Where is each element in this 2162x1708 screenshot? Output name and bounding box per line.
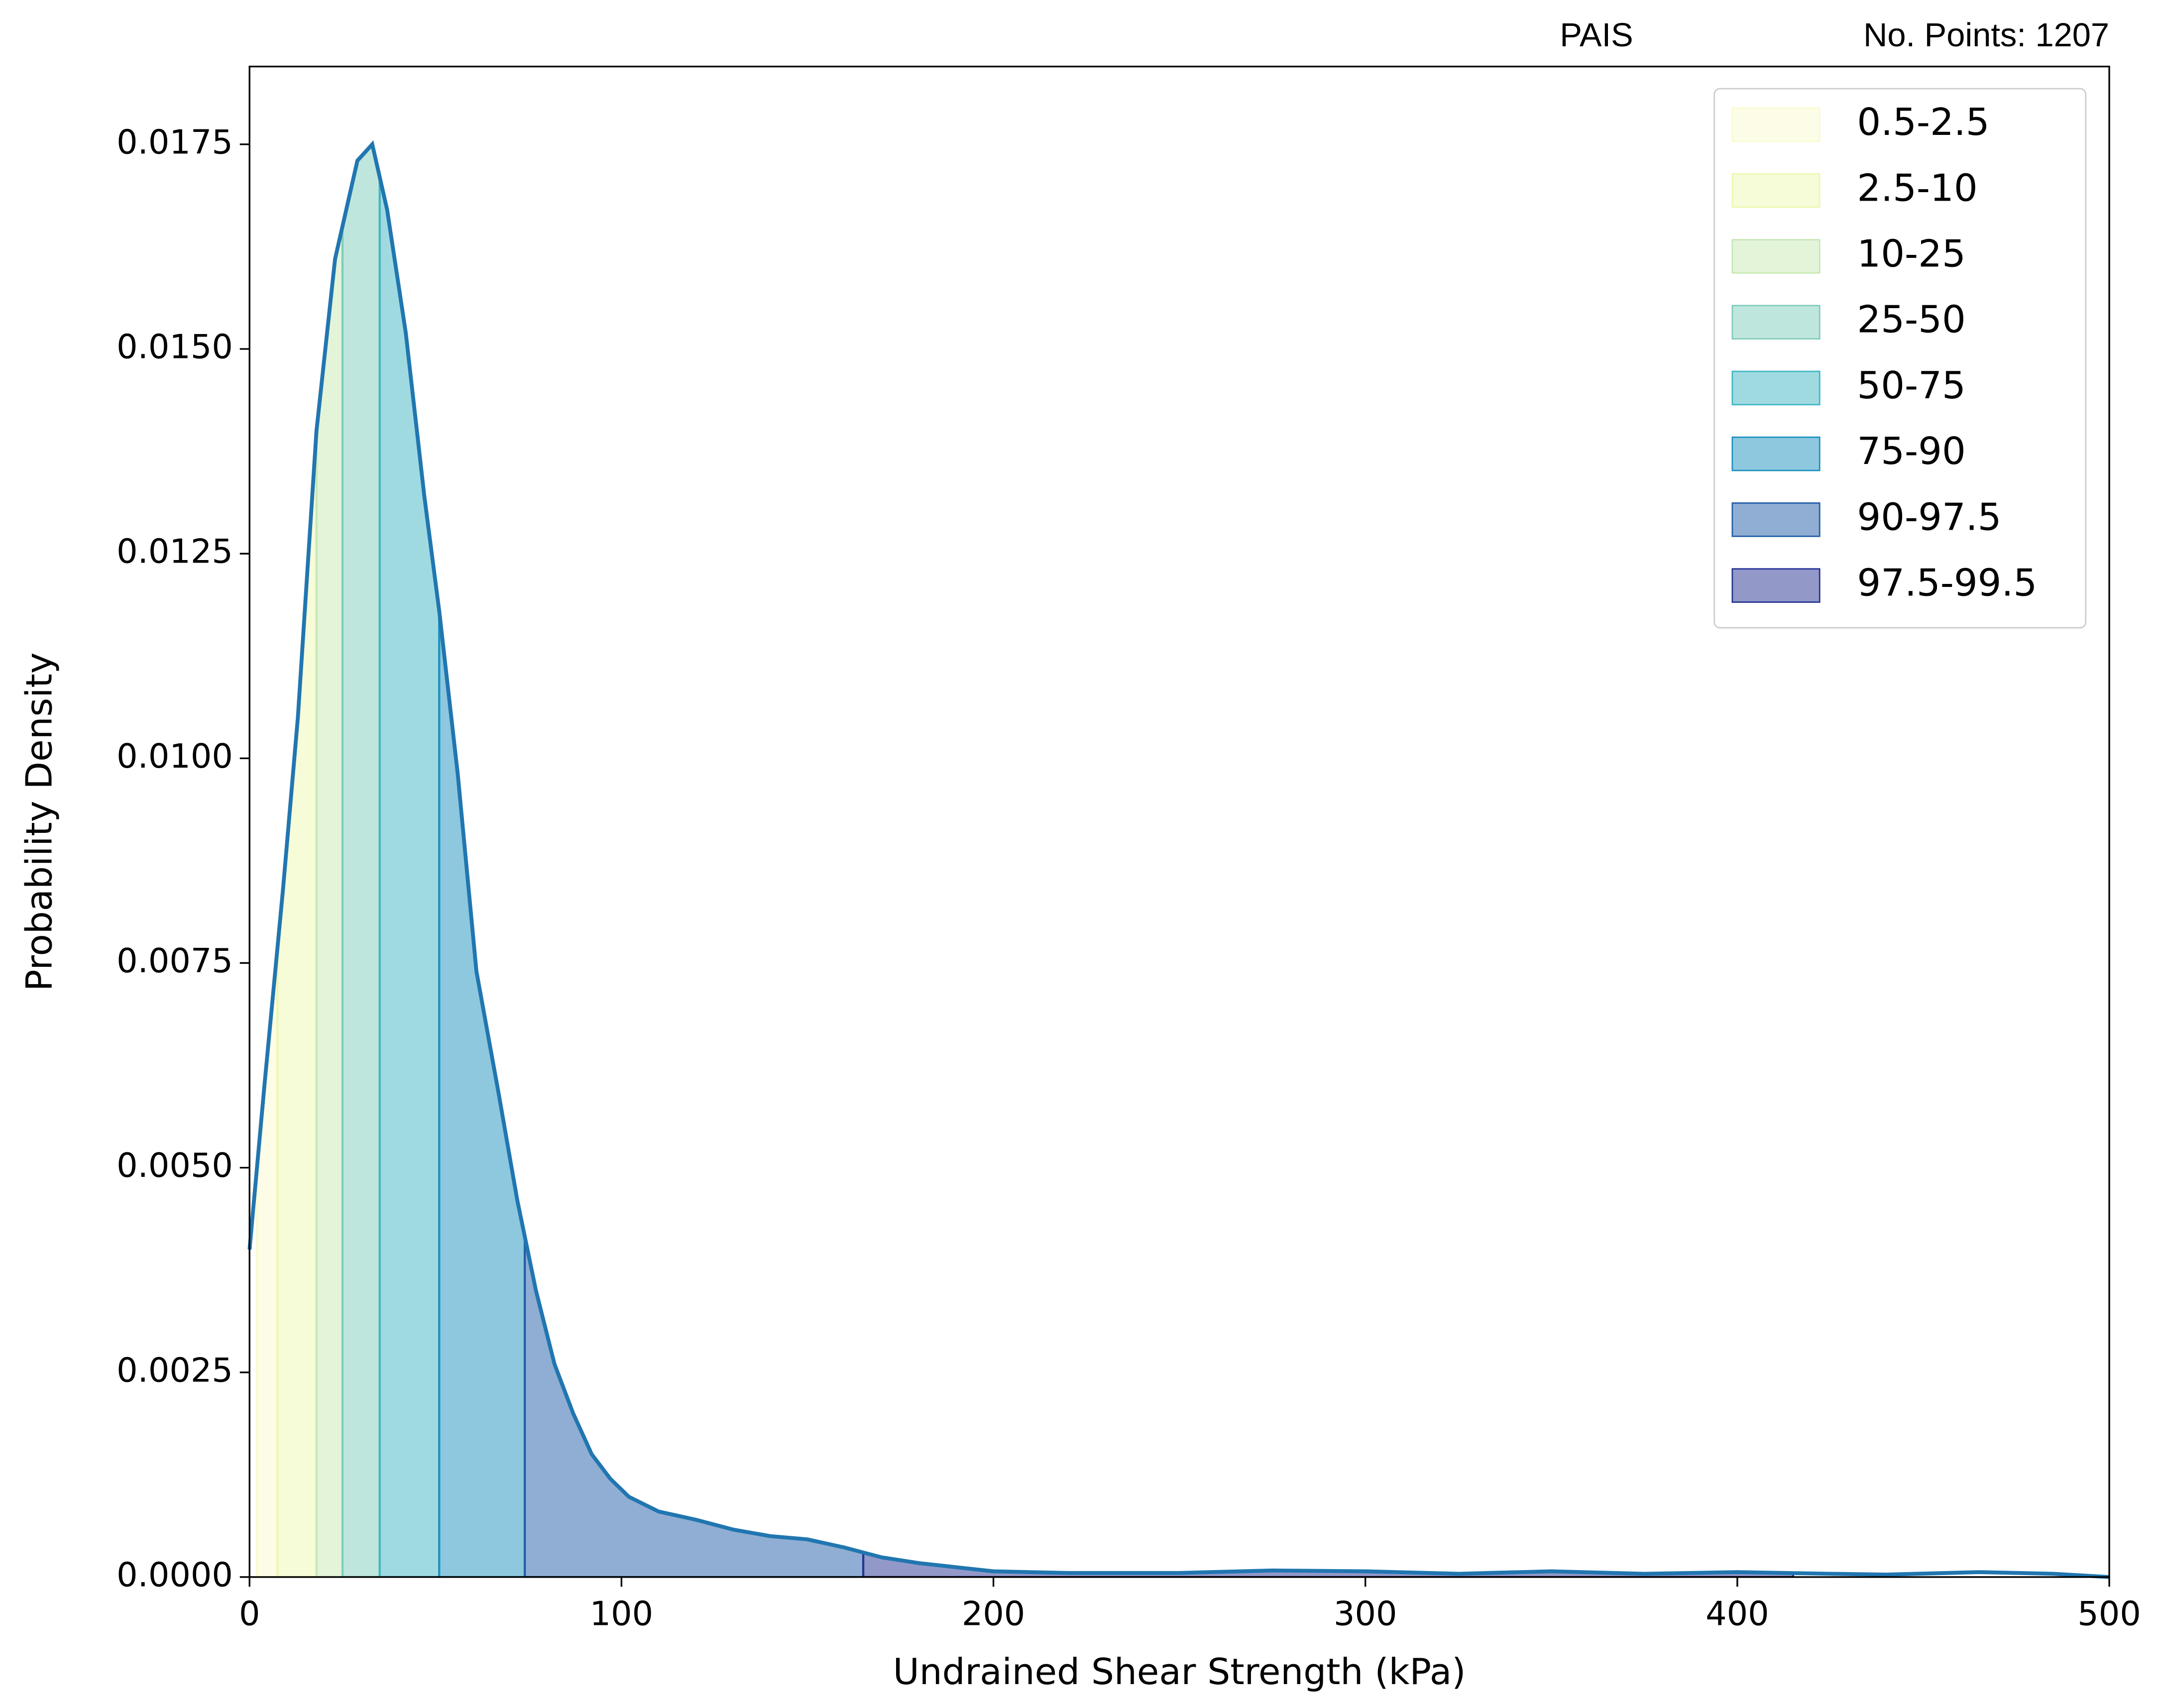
x-tick-label: 500 xyxy=(2077,1594,2141,1633)
band xyxy=(438,144,526,1577)
band xyxy=(862,144,1795,1577)
legend-label: 90-97.5 xyxy=(1857,495,2001,539)
y-tick-label: 0.0025 xyxy=(116,1351,233,1389)
band xyxy=(341,144,381,1577)
band xyxy=(276,144,318,1577)
legend-label: 97.5-99.5 xyxy=(1857,561,2037,605)
legend-label: 25-50 xyxy=(1857,298,1965,342)
y-tick-label: 0.0150 xyxy=(116,328,233,366)
y-tick-label: 0.0075 xyxy=(116,941,233,980)
legend-swatch xyxy=(1731,305,1821,340)
x-tick-label: 400 xyxy=(1706,1594,1769,1633)
y-tick-label: 0.0000 xyxy=(116,1555,233,1594)
legend-swatch xyxy=(1731,173,1821,208)
x-tick-label: 0 xyxy=(239,1594,260,1633)
y-tick-label: 0.0175 xyxy=(116,122,233,161)
x-tick-label: 300 xyxy=(1334,1594,1397,1633)
y-tick-label: 0.0125 xyxy=(116,532,233,571)
bands xyxy=(256,144,1795,1577)
legend-swatch xyxy=(1731,502,1821,537)
legend-swatch xyxy=(1731,436,1821,471)
legend-swatch xyxy=(1731,239,1821,274)
x-tick-label: 200 xyxy=(962,1594,1025,1633)
x-tick-label: 100 xyxy=(590,1594,654,1633)
legend-label: 10-25 xyxy=(1857,231,1965,275)
title-left: PAIS xyxy=(1560,17,1633,54)
axes-frame xyxy=(248,65,2110,1578)
y-tick-label: 0.0100 xyxy=(116,737,233,776)
y-tick-label: 0.0050 xyxy=(116,1146,233,1185)
legend-swatch xyxy=(1731,568,1821,603)
legend-swatch xyxy=(1731,370,1821,406)
legend-box xyxy=(1713,88,2087,629)
title-right: No. Points: 1207 xyxy=(1863,17,2109,54)
density-line xyxy=(247,140,2110,1579)
legend-label: 0.5-2.5 xyxy=(1857,100,1989,144)
band xyxy=(378,144,441,1577)
legend-swatch xyxy=(1731,107,1821,142)
band xyxy=(256,144,279,1577)
x-axis-label: Undrained Shear Strength (kPa) xyxy=(893,1651,1466,1693)
legend-label: 2.5-10 xyxy=(1857,166,1977,210)
legend-label: 50-75 xyxy=(1857,363,1965,407)
plot xyxy=(247,140,2110,1579)
legend-label: 75-90 xyxy=(1857,429,1965,473)
band xyxy=(524,144,865,1577)
y-axis-label: Probability Density xyxy=(19,652,61,991)
